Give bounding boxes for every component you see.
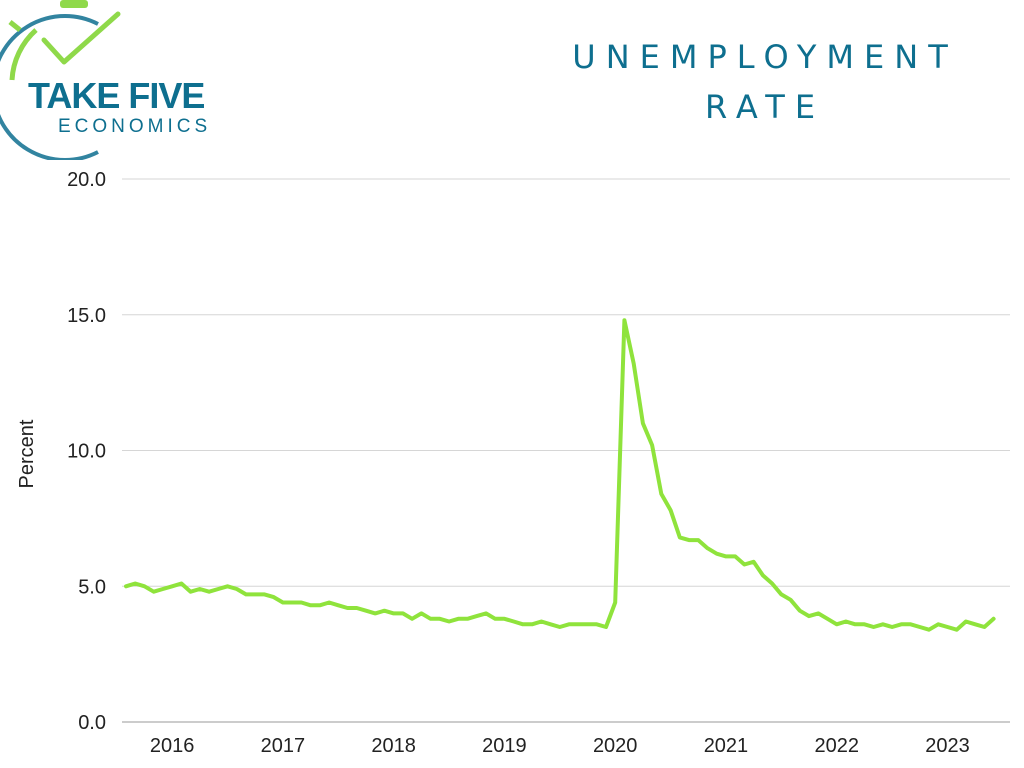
x-tick-label: 2017 bbox=[261, 735, 306, 757]
chart-title: UNEMPLOYMENT RATE bbox=[530, 32, 1000, 132]
y-tick-label: 15.0 bbox=[67, 305, 106, 327]
logo-ring bbox=[0, 14, 99, 160]
x-tick-label: 2016 bbox=[150, 735, 195, 757]
y-tick-label: 5.0 bbox=[78, 576, 106, 598]
x-tick-label: 2019 bbox=[482, 735, 527, 757]
logo-crown bbox=[60, 0, 88, 8]
y-tick-label: 20.0 bbox=[67, 169, 106, 191]
logo-name-line2: ECONOMICS bbox=[58, 116, 211, 137]
take-five-economics-logo: TAKE FIVE ECONOMICS bbox=[0, 0, 211, 160]
x-tick-label: 2022 bbox=[814, 735, 859, 757]
y-axis-label: Percent bbox=[16, 419, 38, 488]
y-tick-label: 0.0 bbox=[78, 712, 106, 734]
logo-name-line1: TAKE FIVE bbox=[28, 75, 204, 116]
check-icon bbox=[41, 11, 121, 65]
y-tick-label: 10.0 bbox=[67, 441, 106, 463]
logo-ring-accent bbox=[9, 28, 38, 81]
unemployment-rate-line bbox=[124, 318, 996, 632]
x-tick-label: 2021 bbox=[704, 735, 749, 757]
chart-title-line2: RATE bbox=[704, 88, 826, 126]
x-tick-label: 2018 bbox=[371, 735, 416, 757]
x-tick-label: 2023 bbox=[925, 735, 970, 757]
x-tick-label: 2020 bbox=[593, 735, 638, 757]
chart-title-line1: UNEMPLOYMENT bbox=[572, 38, 958, 76]
